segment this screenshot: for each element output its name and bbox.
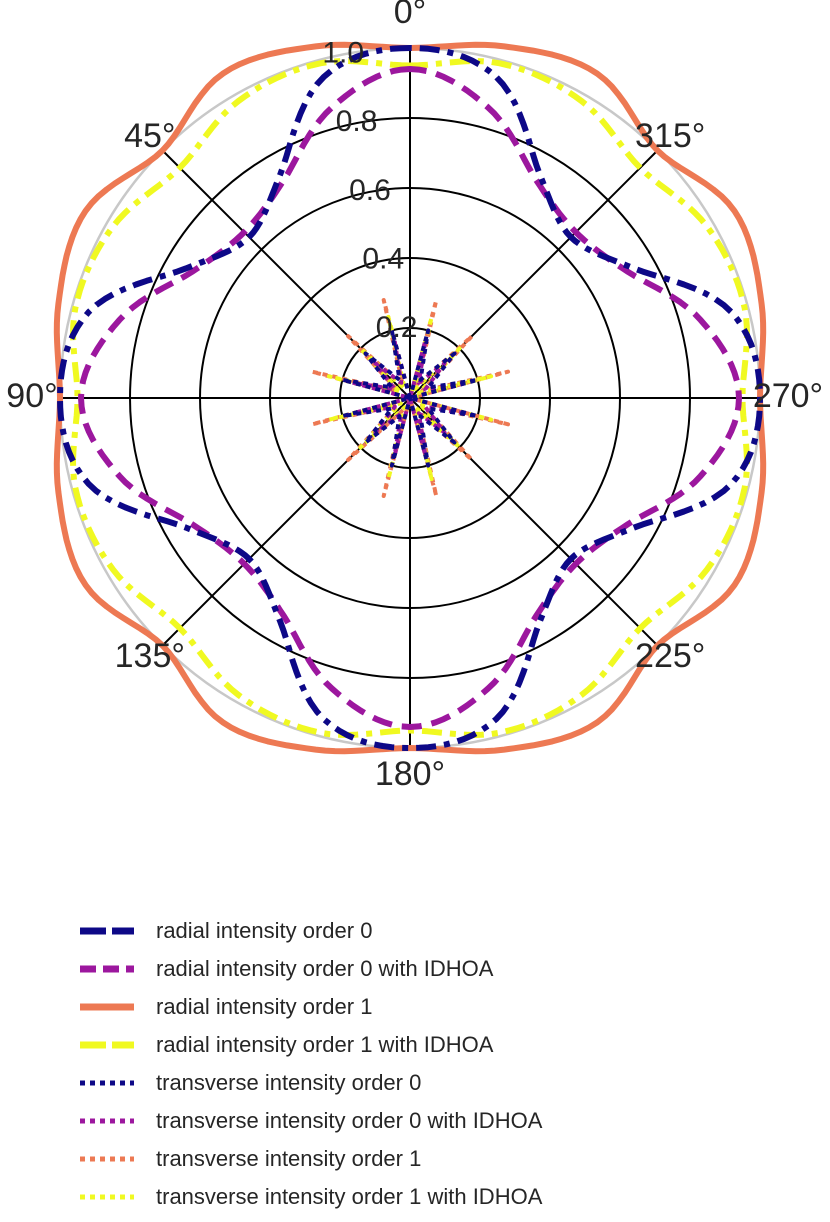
legend-label: radial intensity order 1 with IDHOA — [156, 1032, 494, 1057]
r-tick-label: 0.2 — [376, 311, 418, 344]
legend-label: radial intensity order 0 with IDHOA — [156, 956, 494, 981]
angle-tick-label: 225° — [635, 637, 705, 675]
legend-entry: radial intensity order 0 — [78, 912, 542, 950]
legend-label: radial intensity order 0 — [156, 918, 373, 943]
legend-swatch — [80, 1080, 134, 1086]
legend-label: transverse intensity order 0 — [156, 1070, 422, 1095]
series-line-0 — [57, 45, 763, 751]
series-line-2 — [53, 41, 767, 755]
angle-tick-label: 90° — [6, 377, 57, 415]
legend-entry: transverse intensity order 0 — [78, 1064, 542, 1102]
r-tick-label: 0.4 — [362, 242, 404, 275]
legend-swatch — [80, 1118, 134, 1124]
legend-entry: transverse intensity order 0 with IDHOA — [78, 1102, 542, 1140]
legend-label: radial intensity order 1 — [156, 994, 373, 1019]
legend-swatch — [80, 1194, 134, 1200]
r-tick-label: 1.0 — [322, 36, 364, 69]
legend: radial intensity order 0 radial intensity… — [78, 912, 542, 1216]
angle-tick-label: 270° — [753, 377, 823, 415]
tick-labels: 0.2 0.4 0.6 0.8 1.0 0° 45° 90° 135° 180° 225° 270° 3… — [6, 0, 823, 793]
series-layer — [53, 41, 767, 755]
angle-tick-label: 180° — [375, 755, 445, 793]
legend-label: transverse intensity order 1 — [156, 1146, 422, 1171]
angle-tick-label: 315° — [635, 117, 705, 155]
series-line-3 — [70, 58, 750, 738]
angle-tick-label: 135° — [115, 637, 185, 675]
legend-entry: transverse intensity order 1 — [78, 1140, 542, 1178]
legend-swatch — [80, 1156, 134, 1162]
angle-tick-label: 0° — [394, 0, 427, 31]
r-tick-label: 0.6 — [349, 174, 391, 207]
polar-plot: 0.2 0.4 0.6 0.8 1.0 0° 45° 90° 135° 180° 225° 270° 3… — [6, 0, 823, 793]
series-line-1 — [78, 66, 742, 730]
legend-entry: transverse intensity order 1 with IDHOA — [78, 1178, 542, 1216]
series-line-4 — [340, 328, 480, 468]
legend-entry: radial intensity order 1 — [78, 988, 542, 1026]
legend-label: transverse intensity order 0 with IDHOA — [156, 1108, 543, 1133]
angle-tick-label: 45° — [124, 117, 175, 155]
legend-swatch — [80, 1003, 134, 1011]
legend-swatch — [80, 965, 134, 973]
legend-entry: radial intensity order 1 with IDHOA — [78, 1026, 542, 1064]
r-tick-label: 0.8 — [336, 105, 378, 138]
legend-entry: radial intensity order 0 with IDHOA — [78, 950, 542, 988]
legend-swatch — [80, 1041, 134, 1049]
legend-label: transverse intensity order 1 with IDHOA — [156, 1184, 543, 1209]
legend-swatch — [80, 927, 134, 935]
